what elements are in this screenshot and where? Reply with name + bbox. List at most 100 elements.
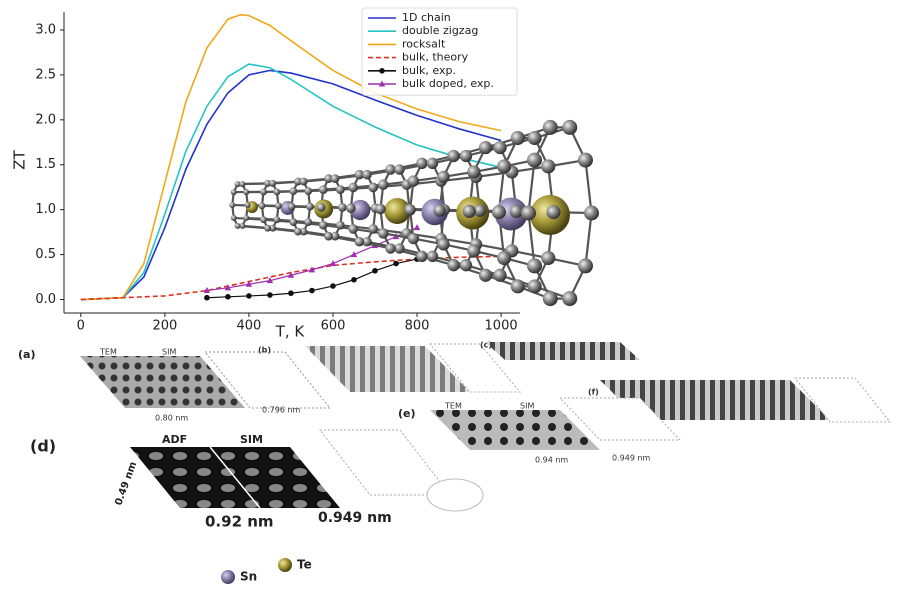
carbon-atom	[467, 165, 481, 179]
x-tick-label: 1000	[485, 319, 518, 334]
scale-label: 0.49 nm	[113, 460, 139, 507]
data-point	[393, 260, 399, 267]
data-point	[288, 290, 294, 297]
model-inset	[426, 478, 484, 512]
x-tick-label: 400	[237, 319, 262, 334]
microscopy-panels: (a) TEM SIM 0.80 nm 0.796 nm (b) (c) (f)…	[18, 341, 892, 584]
series-line	[80, 63, 502, 301]
bond	[584, 159, 593, 214]
carbon-atom	[230, 189, 237, 196]
x-tick-label: 200	[152, 319, 177, 334]
carbon-atom	[447, 149, 460, 163]
model-sketch	[318, 429, 452, 496]
carbon-atom	[346, 203, 356, 213]
data-point	[308, 266, 316, 273]
bond	[584, 212, 593, 267]
carbon-atom	[324, 174, 333, 184]
carbon-atom	[407, 175, 420, 187]
carbon-atom	[527, 279, 542, 294]
carbon-atom	[407, 232, 420, 245]
carbon-atom	[437, 238, 450, 251]
y-tick-label: 3.0	[35, 22, 56, 37]
carbon-atom	[306, 202, 314, 211]
legend-label: bulk, theory	[402, 51, 469, 64]
carbon-atom	[269, 179, 277, 187]
carbon-atom	[447, 259, 460, 272]
data-point	[329, 260, 337, 267]
carbon-atom	[260, 188, 267, 196]
carbon-atom	[260, 216, 267, 224]
bond	[373, 227, 407, 235]
y-tick-label: 0.0	[35, 292, 56, 307]
legend-label: 1D chain	[402, 11, 451, 24]
carbon-atom	[527, 258, 543, 274]
carbon-atom	[269, 224, 277, 232]
carbon-atom	[348, 182, 359, 193]
carbon-atom	[318, 185, 328, 194]
data-point	[330, 283, 336, 289]
panel-header: TEM	[99, 348, 117, 357]
scale-label: 0.796 nm	[262, 406, 301, 415]
carbon-atom	[527, 130, 542, 146]
scale-label: 0.92 nm	[205, 513, 274, 531]
data-point	[224, 284, 232, 291]
carbon-atom	[289, 218, 298, 226]
carbon-atom	[509, 204, 523, 218]
carbon-atom	[584, 205, 599, 221]
carbon-atom	[473, 204, 487, 217]
carbon-atom	[510, 279, 525, 294]
carbon-atom	[527, 152, 543, 168]
data-point	[267, 292, 273, 298]
data-point	[204, 294, 210, 301]
scale-label: 0.80 nm	[155, 414, 188, 423]
panel-label: (e)	[398, 407, 416, 420]
carbon-atom	[289, 187, 298, 196]
legend-label: rocksalt	[402, 37, 446, 50]
carbon-atom	[318, 220, 328, 230]
carbon-atom	[562, 291, 578, 307]
tem-image	[430, 410, 600, 450]
carbon-atom	[294, 177, 302, 186]
data-point	[203, 287, 211, 294]
chart: ZT T, K 0.0 0.5 1.0 1.5 2.0 2.5 3.0 0 200 400 600 8…	[11, 12, 520, 341]
series-line	[80, 69, 502, 301]
carbon-atom	[433, 204, 446, 217]
carbon-atom	[437, 170, 450, 183]
panel-label: (a)	[18, 348, 35, 361]
carbon-atom	[336, 185, 345, 194]
carbon-atom	[264, 179, 272, 187]
carbon-atom	[562, 119, 578, 135]
data-point	[287, 271, 295, 278]
carbon-atom	[299, 227, 308, 236]
carbon-atom	[459, 259, 473, 272]
carbon-atom	[234, 181, 241, 188]
panel-header: TEM	[444, 402, 462, 411]
carbon-atom	[330, 174, 340, 184]
x-axis-label: T, K	[275, 323, 306, 341]
carbon-atom	[459, 149, 473, 163]
carbon-atom	[385, 243, 396, 254]
te-atom	[384, 198, 411, 224]
y-tick-label: 0.5	[35, 247, 56, 262]
carbon-atom	[546, 205, 561, 220]
data-point	[309, 287, 315, 294]
carbon-atom	[493, 268, 507, 282]
panel-header: SIM	[240, 433, 263, 446]
atom-label: Te	[297, 558, 312, 572]
scale-label: 0.949 nm	[612, 454, 651, 463]
carbon-atom	[229, 202, 236, 208]
carbon-atom	[541, 250, 556, 266]
y-tick-label: 2.0	[35, 112, 56, 127]
carbon-atom	[362, 169, 372, 180]
x-tick-label: 800	[405, 319, 430, 334]
data-point	[225, 294, 231, 300]
carbon-atom	[243, 214, 250, 221]
model-sketch	[203, 351, 332, 409]
carbon-atom	[462, 204, 476, 218]
carbon-atom	[478, 268, 493, 282]
carbon-atom	[244, 202, 251, 208]
carbon-atom	[354, 169, 365, 180]
carbon-atom	[497, 159, 512, 174]
carbon-atom	[491, 205, 506, 220]
